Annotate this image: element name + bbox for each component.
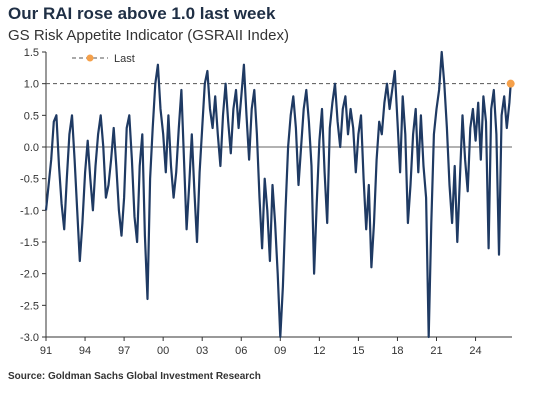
y-tick-label: -3.0 <box>20 332 39 344</box>
y-tick-label: -1.0 <box>20 205 39 217</box>
y-tick-label: -2.5 <box>20 300 39 312</box>
legend: Last <box>72 53 135 65</box>
source-note: Source: Goldman Sachs Global Investment … <box>8 371 261 382</box>
x-tick-label: 12 <box>313 345 325 357</box>
x-tick-label: 06 <box>235 345 247 357</box>
x-tick-label: 18 <box>391 345 403 357</box>
x-tick-label: 21 <box>430 345 442 357</box>
y-tick-label: 0.5 <box>24 110 39 122</box>
x-tick-label: 91 <box>40 345 52 357</box>
x-tick-label: 94 <box>79 345 91 357</box>
y-tick-label: 1.5 <box>24 47 39 59</box>
y-tick-label: 0.0 <box>24 142 39 154</box>
x-tick-label: 03 <box>196 345 208 357</box>
x-tick-label: 00 <box>157 345 169 357</box>
plot-area <box>44 50 515 339</box>
chart-title: Our RAI rose above 1.0 last week <box>8 4 276 23</box>
legend-marker <box>86 54 94 62</box>
y-tick-label: -1.5 <box>20 237 39 249</box>
x-tick-label: 09 <box>274 345 286 357</box>
y-tick-label: -2.0 <box>20 269 39 281</box>
x-tick-label: 24 <box>469 345 481 357</box>
x-tick-label: 97 <box>118 345 130 357</box>
series-line <box>44 50 512 339</box>
y-tick-label: -0.5 <box>20 174 39 186</box>
last-point-marker <box>506 79 515 88</box>
x-axis: 91 94 97 00 03 06 09 12 15 18 21 24 <box>40 336 512 357</box>
y-tick-label: 1.0 <box>24 79 39 91</box>
chart-subtitle: GS Risk Appetite Indicator (GSRAII Index… <box>8 27 289 44</box>
y-axis: 1.5 1.0 0.5 0.0 -0.5 -1.0 -1.5 -2.0 -2.5 -3.0 <box>20 47 47 344</box>
x-tick-label: 15 <box>352 345 364 357</box>
legend-label: Last <box>114 53 135 65</box>
